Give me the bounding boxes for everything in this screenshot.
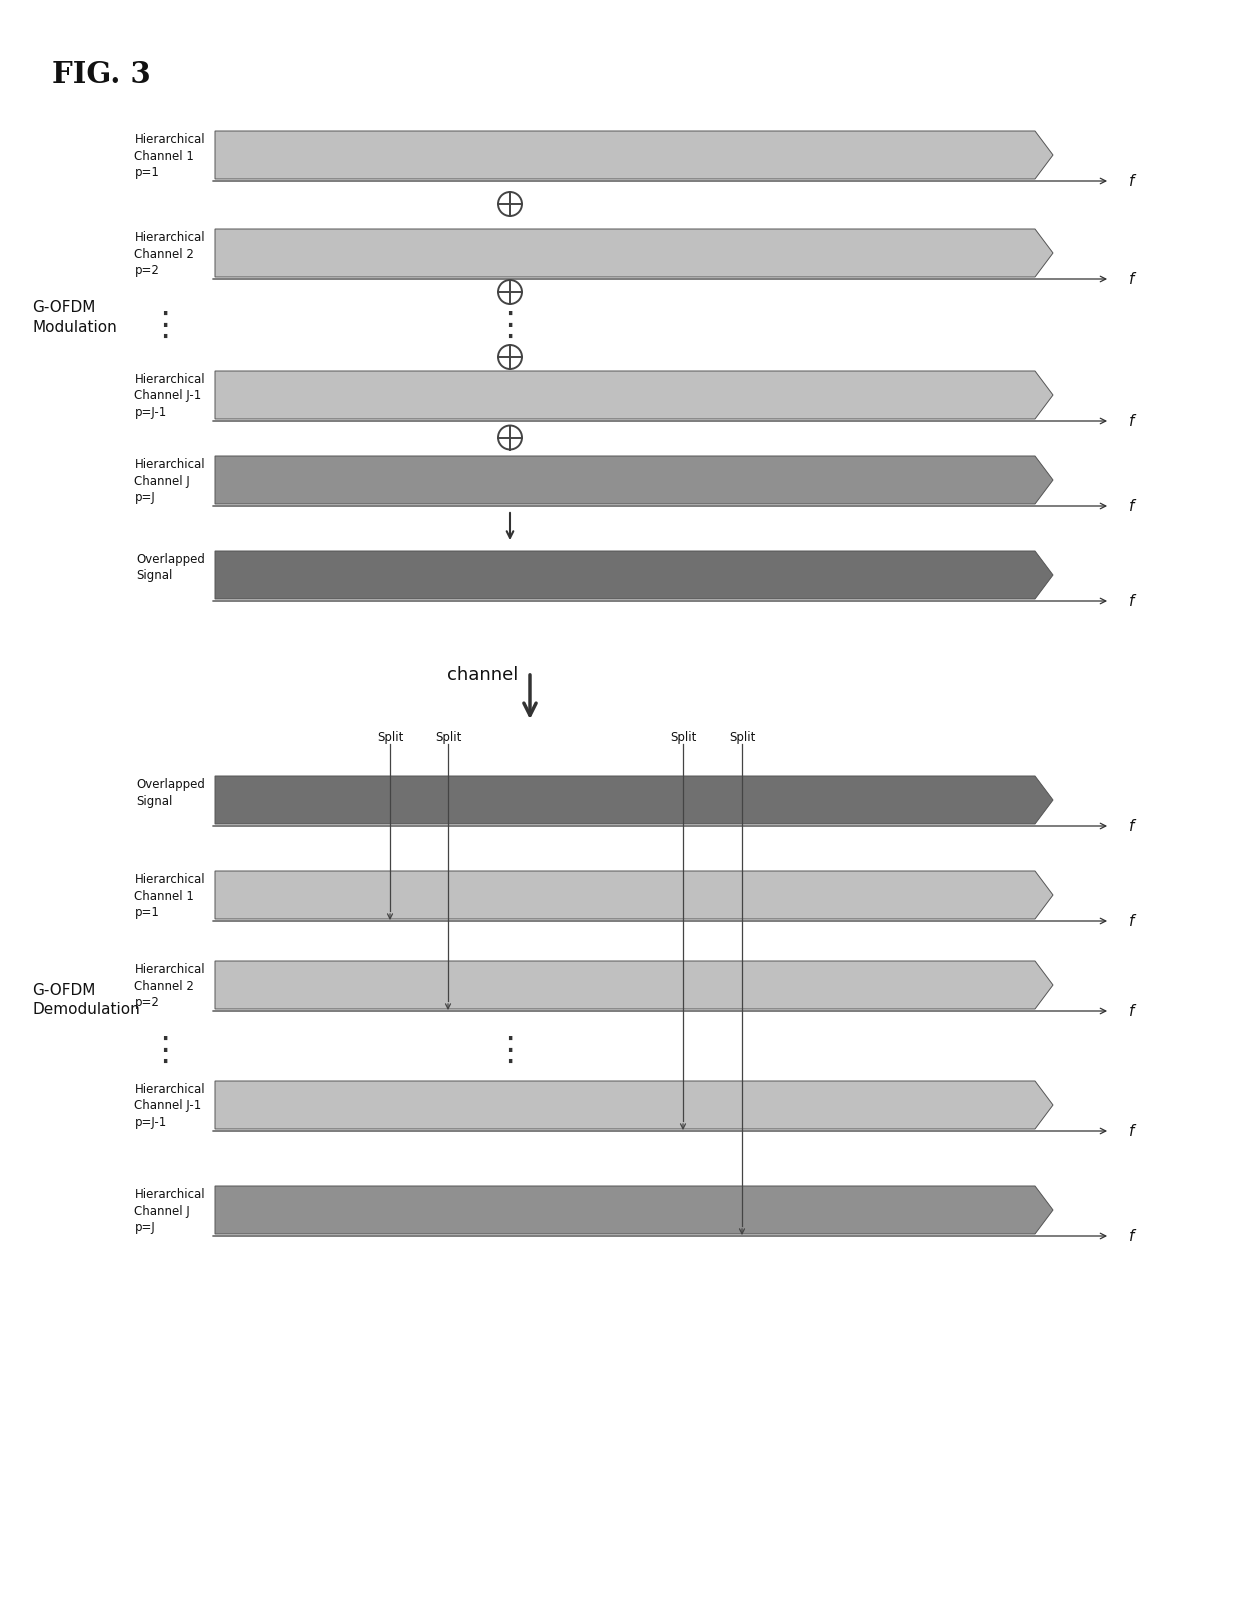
Text: Hierarchical
Channel 2
p=2: Hierarchical Channel 2 p=2: [134, 230, 205, 277]
Text: G-OFDM
Demodulation: G-OFDM Demodulation: [32, 983, 140, 1018]
Text: Hierarchical
Channel J
p=J: Hierarchical Channel J p=J: [134, 1187, 205, 1234]
Text: ⋮: ⋮: [149, 1034, 182, 1066]
Text: $f$: $f$: [1128, 172, 1137, 188]
Polygon shape: [215, 551, 1053, 599]
Text: ⋮: ⋮: [494, 308, 527, 342]
Text: $f$: $f$: [1128, 818, 1137, 834]
Polygon shape: [215, 371, 1053, 419]
Text: Hierarchical
Channel J-1
p=J-1: Hierarchical Channel J-1 p=J-1: [134, 1083, 205, 1129]
Text: $f$: $f$: [1128, 412, 1137, 429]
Text: Overlapped
Signal: Overlapped Signal: [136, 778, 205, 807]
Text: Split: Split: [377, 731, 403, 744]
Text: Hierarchical
Channel 1
p=1: Hierarchical Channel 1 p=1: [134, 873, 205, 918]
Text: ⋮: ⋮: [494, 1034, 527, 1066]
Text: $f$: $f$: [1128, 593, 1137, 609]
Text: Hierarchical
Channel J-1
p=J-1: Hierarchical Channel J-1 p=J-1: [134, 374, 205, 419]
Text: Split: Split: [670, 731, 696, 744]
Polygon shape: [215, 456, 1053, 504]
Polygon shape: [215, 1186, 1053, 1234]
Text: Split: Split: [729, 731, 755, 744]
Polygon shape: [215, 777, 1053, 823]
Text: $f$: $f$: [1128, 913, 1137, 930]
Polygon shape: [215, 962, 1053, 1008]
Text: Hierarchical
Channel 2
p=2: Hierarchical Channel 2 p=2: [134, 963, 205, 1008]
Text: $f$: $f$: [1128, 271, 1137, 287]
Polygon shape: [215, 130, 1053, 179]
Polygon shape: [215, 872, 1053, 918]
Text: $f$: $f$: [1128, 1228, 1137, 1244]
Text: $f$: $f$: [1128, 1004, 1137, 1020]
Text: ⋮: ⋮: [149, 308, 182, 342]
Text: Overlapped
Signal: Overlapped Signal: [136, 553, 205, 583]
Text: $f$: $f$: [1128, 498, 1137, 514]
Text: Split: Split: [435, 731, 461, 744]
Polygon shape: [215, 229, 1053, 277]
Text: channel: channel: [446, 665, 518, 685]
Text: Hierarchical
Channel J
p=J: Hierarchical Channel J p=J: [134, 458, 205, 504]
Text: G-OFDM
Modulation: G-OFDM Modulation: [32, 300, 117, 335]
Polygon shape: [215, 1081, 1053, 1129]
Text: Hierarchical
Channel 1
p=1: Hierarchical Channel 1 p=1: [134, 134, 205, 179]
Text: $f$: $f$: [1128, 1123, 1137, 1139]
Text: FIG. 3: FIG. 3: [52, 60, 151, 89]
